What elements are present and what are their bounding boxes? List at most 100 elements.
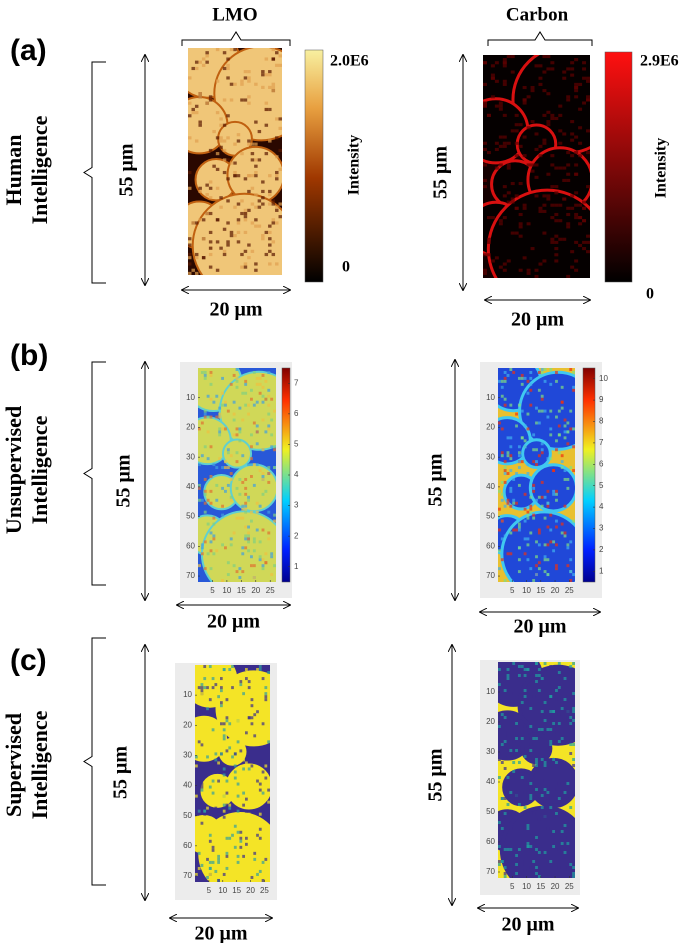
- pixel: [569, 794, 573, 797]
- pixel: [517, 466, 521, 470]
- pixel: [546, 525, 550, 529]
- pixel: [550, 203, 555, 207]
- pixel: [490, 259, 495, 263]
- pixel: [502, 185, 507, 189]
- pixel: [200, 689, 204, 693]
- pixel: [509, 457, 513, 461]
- pixel: [572, 710, 575, 713]
- map-image: [498, 368, 575, 582]
- y-tick-label: 40: [486, 482, 495, 491]
- pixel: [245, 668, 248, 672]
- x-tick-label: 15: [536, 882, 545, 891]
- pixel: [515, 800, 518, 803]
- pixel: [510, 129, 515, 133]
- pixel: [270, 418, 274, 422]
- pixel: [532, 486, 536, 490]
- pixel: [563, 791, 567, 794]
- pixel: [236, 860, 240, 864]
- pixel: [211, 794, 215, 798]
- pixel: [526, 845, 530, 848]
- pixel: [208, 148, 213, 153]
- pixel: [206, 809, 209, 813]
- pixel: [233, 48, 237, 52]
- pixel: [254, 174, 258, 178]
- pixel: [215, 415, 219, 419]
- pixel: [529, 388, 533, 392]
- pixel: [552, 731, 556, 734]
- x-tick-label: 15: [232, 886, 241, 895]
- pixel: [574, 191, 579, 195]
- pixel: [188, 252, 192, 257]
- pixel: [555, 761, 558, 764]
- pixel: [566, 782, 570, 785]
- pixel: [535, 764, 538, 767]
- pixel: [500, 454, 504, 458]
- row-label: Intelligence: [27, 115, 52, 224]
- pixel: [243, 70, 248, 74]
- pixel: [514, 154, 519, 158]
- pixel: [273, 445, 276, 449]
- pixel: [574, 151, 579, 155]
- pixel: [233, 764, 237, 768]
- pixel: [275, 221, 279, 225]
- title-brace: [487, 31, 593, 46]
- pixel: [208, 180, 213, 184]
- pixel: [570, 138, 575, 142]
- pixel: [569, 665, 573, 668]
- pixel: [514, 113, 519, 117]
- pixel: [209, 445, 213, 449]
- pixel: [258, 555, 262, 559]
- pixel: [503, 797, 507, 800]
- y-tick-label: 60: [486, 837, 495, 846]
- pixel: [483, 101, 487, 105]
- pixel: [542, 209, 547, 213]
- pixel: [229, 543, 233, 547]
- y-tick-label: 10: [486, 393, 495, 402]
- pixel: [558, 219, 563, 223]
- y-tick-label: 10: [186, 393, 195, 402]
- pixel: [233, 234, 237, 238]
- pixel: [523, 439, 527, 443]
- pixel: [500, 854, 504, 857]
- pixel: [555, 370, 558, 374]
- pixel: [231, 686, 234, 690]
- pixel: [221, 466, 224, 470]
- pixel: [229, 48, 234, 52]
- pixel: [203, 489, 207, 493]
- pixel: [261, 722, 265, 726]
- pixel: [529, 504, 533, 508]
- pixel: [543, 704, 547, 707]
- pixel: [546, 197, 551, 201]
- pixel: [256, 710, 259, 714]
- pixel: [245, 731, 248, 735]
- pixel: [222, 779, 226, 783]
- pixel: [515, 737, 518, 740]
- x-tick-label: 5: [510, 882, 515, 891]
- pixel: [258, 469, 262, 473]
- pixel: [232, 418, 236, 422]
- pixel: [569, 722, 573, 725]
- pixel: [522, 101, 527, 105]
- pixel: [552, 845, 556, 848]
- pixel: [275, 51, 279, 55]
- pixel: [188, 271, 192, 275]
- pixel: [231, 755, 234, 759]
- pixel: [526, 391, 530, 395]
- colorbar-tick-label: 5: [599, 481, 604, 490]
- pixel: [549, 382, 553, 386]
- pixel: [211, 686, 215, 690]
- pixel: [261, 73, 265, 77]
- pixel: [219, 136, 223, 140]
- pixel: [503, 504, 507, 508]
- width-label: 20 μm: [511, 309, 564, 331]
- pixel: [503, 767, 507, 770]
- pixel: [254, 205, 258, 209]
- pixel: [515, 722, 518, 725]
- pixel: [558, 166, 563, 170]
- pixel: [240, 252, 244, 257]
- pixel: [578, 107, 583, 111]
- pixel: [509, 436, 513, 440]
- pixel: [191, 268, 195, 272]
- pixel: [483, 104, 487, 108]
